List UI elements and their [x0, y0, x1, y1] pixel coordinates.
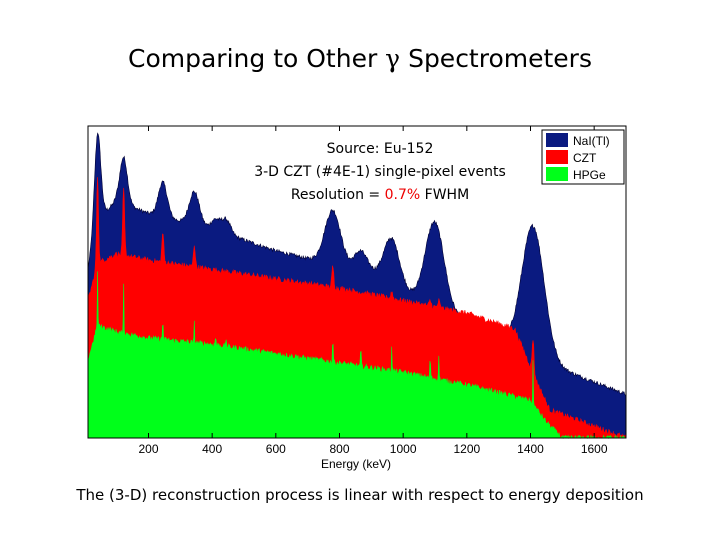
x-axis-label: Energy (keV)	[321, 457, 391, 471]
legend-label-hpge: HPGe	[573, 168, 606, 182]
title-prefix: Comparing to Other	[128, 44, 386, 73]
x-tick-label: 1200	[453, 442, 480, 456]
x-axis: 200 400 600 800 1000 1200 1400 1600	[138, 126, 608, 456]
x-tick-label: 200	[138, 442, 158, 456]
legend: NaI(Tl) CZT HPGe	[541, 129, 625, 185]
legend-swatch-hpge	[546, 167, 568, 181]
annotation-resolution: Resolution = 0.7% FWHM	[291, 187, 469, 203]
resolution-value: 0.7%	[385, 187, 421, 203]
x-tick-label: 600	[266, 442, 286, 456]
annotation-detector: 3-D CZT (#4E-1) single-pixel events	[254, 164, 506, 180]
x-tick-label: 800	[329, 442, 349, 456]
plot-frame	[87, 125, 627, 439]
slide-title: Comparing to Other γ Spectrometers	[0, 44, 720, 73]
series-area-hpge	[87, 271, 626, 440]
title-suffix: Spectrometers	[400, 44, 592, 73]
legend-swatch-nai	[546, 133, 568, 147]
legend-label-czt: CZT	[573, 151, 597, 165]
legend-swatch-czt	[546, 150, 568, 164]
annotation-source: Source: Eu-152	[327, 141, 434, 157]
x-tick-label: 400	[202, 442, 222, 456]
x-tick-label: 1000	[390, 442, 417, 456]
x-tick-label: 1600	[581, 442, 608, 456]
gamma-symbol: γ	[385, 44, 401, 73]
resolution-suffix: FWHM	[420, 187, 469, 203]
legend-label-nai: NaI(Tl)	[573, 134, 610, 148]
resolution-prefix: Resolution =	[291, 187, 385, 203]
x-tick-label: 1400	[517, 442, 544, 456]
slide-caption: The (3-D) reconstruction process is line…	[76, 486, 644, 504]
annotation-box	[224, 136, 536, 206]
